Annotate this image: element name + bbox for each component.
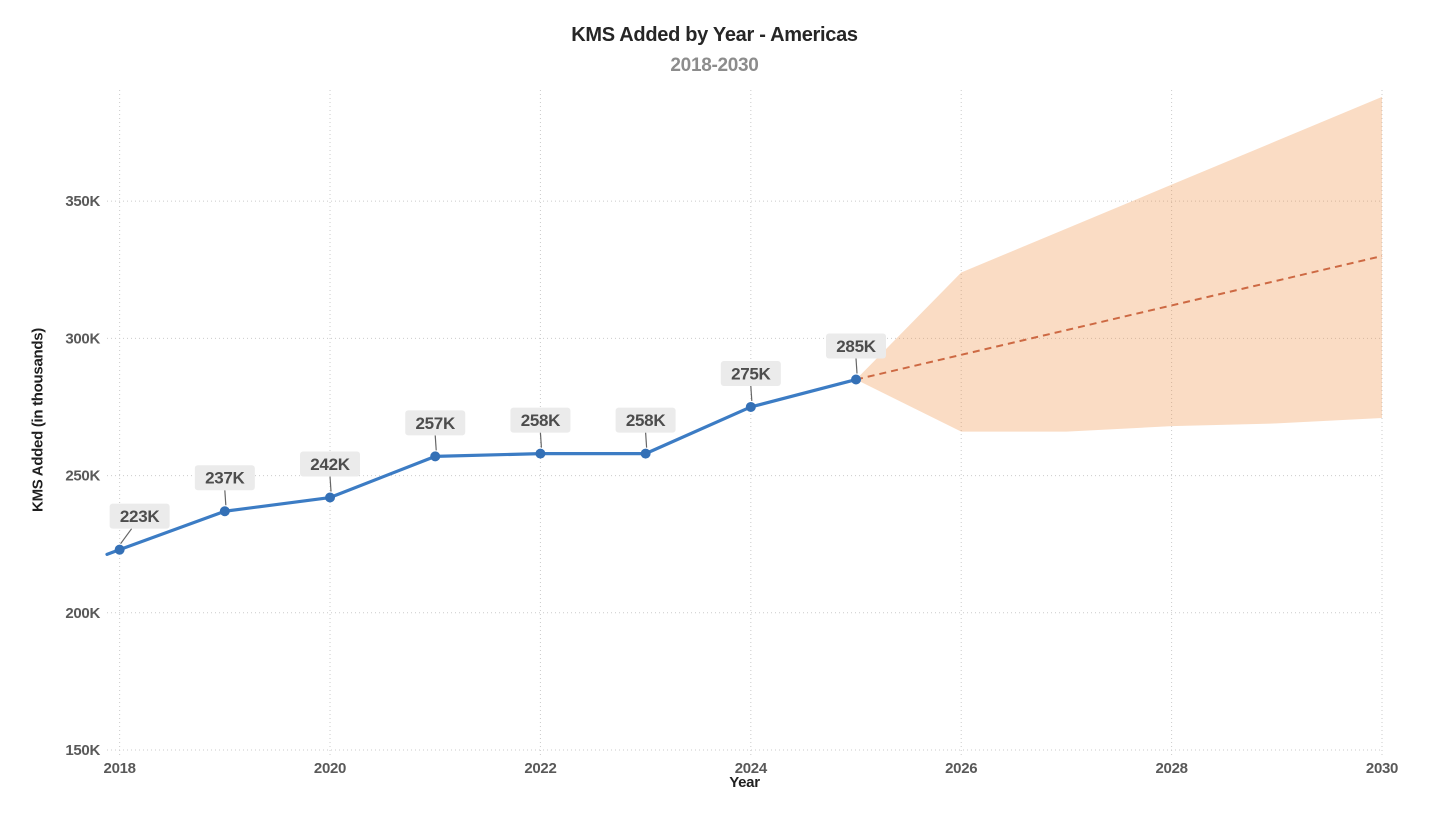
chart-subtitle: 2018-2030 (670, 55, 759, 76)
label-leader-line (539, 432, 543, 448)
data-point-marker (325, 492, 336, 503)
label-leader-line (855, 358, 858, 374)
x-tick-label: 2030 (1366, 760, 1398, 777)
x-tick-label: 2028 (1156, 760, 1188, 777)
y-tick-label: 250K (65, 468, 100, 485)
data-label-box (300, 451, 361, 477)
x-tick-label: 2018 (104, 760, 136, 777)
y-tick-label: 350K (65, 193, 100, 210)
data-point-marker (114, 544, 125, 555)
x-tick-label: 2022 (524, 760, 556, 777)
x-tick-label: 2024 (735, 760, 768, 777)
x-tick-label: 2020 (314, 760, 346, 777)
data-label-box (720, 360, 781, 386)
chart-title: KMS Added by Year - Americas (571, 24, 858, 46)
data-label-box (510, 407, 571, 433)
data-label: 223K (120, 507, 160, 526)
data-point-marker (851, 374, 862, 385)
y-tick-label: 300K (65, 330, 100, 347)
forecast-median-line (855, 255, 1383, 381)
label-leader-line (120, 528, 133, 545)
data-point-marker (640, 448, 651, 459)
label-leader-line (645, 432, 648, 448)
data-point-marker (219, 506, 230, 517)
data-label-box (194, 465, 255, 491)
data-label: 258K (521, 411, 561, 430)
y-axis-label: KMS Added (in thousands) (29, 328, 47, 512)
forecast-confidence-band (856, 96, 1382, 432)
data-label: 237K (205, 469, 245, 488)
label-leader-line (329, 476, 332, 492)
data-label-box (109, 503, 170, 529)
label-leader-line (224, 490, 227, 506)
data-point-marker (745, 401, 756, 412)
data-label: 242K (310, 455, 350, 474)
data-label-box (405, 410, 466, 436)
data-point-marker (535, 448, 546, 459)
data-point-marker (430, 451, 441, 462)
label-leader-line (434, 435, 437, 451)
y-tick-label: 200K (65, 605, 100, 622)
y-tick-label: 150K (65, 742, 100, 759)
data-label-box (615, 407, 676, 433)
data-label: 257K (415, 414, 455, 433)
x-tick-label: 2026 (945, 760, 977, 777)
x-axis-label: Year (729, 774, 760, 791)
data-label: 275K (731, 364, 771, 383)
label-leader-line (750, 385, 753, 402)
data-label: 285K (836, 337, 876, 356)
data-label: 258K (626, 411, 666, 430)
data-label-box (826, 333, 887, 359)
